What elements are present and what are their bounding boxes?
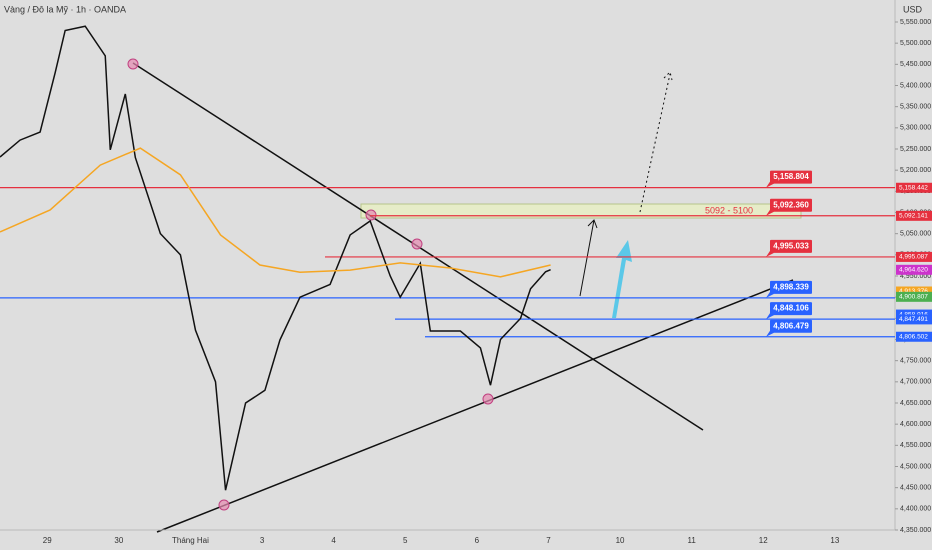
price-tag-label: 4,900.807: [899, 294, 928, 301]
level-box-pointer: [766, 181, 774, 188]
y-tick-label: 5,200.000: [900, 167, 931, 174]
price-line: [0, 25, 551, 491]
currency: USD: [903, 4, 923, 14]
level-label: 4,898.339: [773, 282, 809, 291]
level-box: 4,995.033: [766, 239, 812, 257]
x-tick-label: 5: [403, 536, 408, 545]
y-tick-label: 5,400.000: [900, 82, 931, 89]
level-box-bg: [770, 239, 812, 253]
price-tag-bg: [896, 210, 932, 221]
price-tag: 5,092.141: [896, 210, 932, 221]
y-tick-label: 4,750.000: [900, 358, 931, 365]
level-box: 5,092.360: [766, 198, 812, 216]
x-tick-label: 10: [616, 536, 625, 545]
level-box-pointer: [766, 250, 774, 257]
price-tag-bg: [896, 182, 932, 193]
price-tag-bg: [896, 314, 932, 325]
y-tick-label: 4,500.000: [900, 463, 931, 470]
level-label: 4,806.479: [773, 321, 809, 330]
dotted-arrow: [639, 71, 673, 213]
price-tag-label: 4,806.502: [899, 333, 928, 340]
x-tick-label: 4: [331, 536, 336, 545]
level-label: 5,158.804: [773, 172, 809, 181]
price-tag-label: 4,913.376: [899, 288, 928, 295]
pivot: [411, 238, 423, 250]
price-tag-label: 4,847.491: [899, 316, 928, 323]
pivot: [482, 393, 494, 405]
level-box-pointer: [766, 313, 774, 320]
x-tick-label: 6: [475, 536, 480, 545]
price-line: [0, 147, 551, 278]
pivots: [127, 58, 494, 511]
pivot: [218, 499, 230, 511]
price-tag-bg: [896, 286, 932, 297]
arrow-up: [579, 219, 598, 297]
pivot: [365, 209, 377, 221]
y-tick-label: 4,450.000: [900, 485, 931, 492]
level-box-pointer: [766, 291, 774, 298]
price-tag-label: 4,964.620: [899, 267, 928, 274]
price-tag: 4,900.807: [896, 291, 932, 302]
level-label: 5,092.360: [773, 200, 809, 209]
price-tag-label: 5,092.141: [899, 213, 928, 220]
pivot: [127, 58, 139, 70]
price-tag-bg: [896, 291, 932, 302]
cyan-arrow: [612, 240, 632, 318]
y-tick-label: 5,500.000: [900, 40, 931, 47]
price-tag: 4,847.491: [896, 314, 932, 325]
level-box-bg: [770, 170, 812, 184]
y-tick-label: 4,550.000: [900, 442, 931, 449]
level-box-pointer: [766, 330, 774, 337]
price-tag: 4,995.087: [896, 251, 932, 262]
price-tag: 4,806.502: [896, 331, 932, 342]
price-tag-bg: [896, 331, 932, 342]
price-tag-label: 5,158.442: [899, 184, 928, 191]
y-tick-label: 5,300.000: [900, 125, 931, 132]
price-tag-bg: [896, 264, 932, 275]
level-label: 4,995.033: [773, 242, 809, 251]
price-tag: 4,913.376: [896, 286, 932, 297]
y-tick-label: 5,250.000: [900, 146, 931, 153]
x-tick-label: 13: [830, 536, 839, 545]
level-box-bg: [770, 319, 812, 333]
y-tick-label: 4,400.000: [900, 506, 931, 513]
x-tick-label: Tháng Hai: [172, 536, 209, 545]
level-box-pointer: [766, 209, 774, 216]
y-tick-label: 4,600.000: [900, 421, 931, 428]
chart-title: Vàng / Đô la Mỹ · 1h · OANDA: [4, 4, 126, 14]
y-tick-label: 4,650.000: [900, 400, 931, 407]
y-tick-label: 5,450.000: [900, 61, 931, 68]
x-tick-label: 29: [43, 536, 52, 545]
y-tick-label: 5,350.000: [900, 104, 931, 111]
zone-label: 5092 - 5100: [705, 205, 753, 215]
level-box: 5,158.804: [766, 170, 812, 188]
x-tick-label: 30: [114, 536, 123, 545]
level-box-bg: [770, 198, 812, 212]
level-box: 4,848.106: [766, 302, 812, 320]
level-box: 4,898.339: [766, 280, 812, 298]
x-tick-label: 12: [759, 536, 768, 545]
level-box-bg: [770, 280, 812, 294]
price-tag-label: 4,995.087: [899, 254, 928, 261]
level-label: 4,848.106: [773, 304, 809, 313]
price-tag-bg: [896, 251, 932, 262]
price-tag: 5,158.442: [896, 182, 932, 193]
y-tick-label: 4,350.000: [900, 527, 931, 534]
y-tick-label: 5,550.000: [900, 19, 931, 26]
level-box-bg: [770, 302, 812, 316]
y-tick-label: 4,950.000: [900, 273, 931, 280]
level-box: 4,806.479: [766, 319, 812, 337]
x-tick-label: 11: [687, 536, 696, 545]
price-tag: 4,964.620: [896, 264, 932, 275]
up-trendline: [156, 279, 794, 533]
x-tick-label: 7: [546, 536, 551, 545]
x-tick-label: 3: [260, 536, 265, 545]
y-tick-label: 4,700.000: [900, 379, 931, 386]
y-tick-label: 5,050.000: [900, 231, 931, 238]
